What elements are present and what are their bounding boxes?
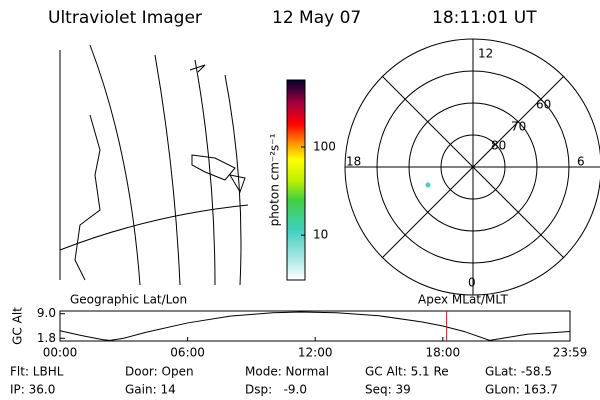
- mlt-label: 0: [468, 276, 476, 290]
- status-field: Door: Open: [125, 365, 194, 379]
- x-tick-label: 18:00: [426, 346, 461, 360]
- map-label: Geographic Lat/Lon: [70, 293, 187, 307]
- colorbar-label: photon cm⁻²s⁻¹: [268, 133, 282, 226]
- title: Ultraviolet Imager: [48, 8, 202, 28]
- status-field: Flt: LBHL: [10, 365, 64, 379]
- x-tick-label: 00:00: [43, 346, 78, 360]
- mlt-label: 6: [577, 155, 585, 169]
- aurora-spot: [425, 182, 431, 188]
- lat-label: 70: [511, 120, 526, 134]
- status-field: Seq: 39: [365, 383, 411, 397]
- date: 12 May 07: [272, 8, 361, 28]
- status-field: IP: 36.0: [10, 383, 55, 397]
- lat-label: 80: [491, 139, 506, 153]
- colorbar-tick-label: 100: [313, 139, 336, 153]
- mlt-label: 12: [478, 47, 493, 61]
- x-tick-label: 12:00: [298, 346, 333, 360]
- polar-grid: [344, 38, 600, 296]
- lat-label: 60: [536, 98, 551, 112]
- status-field: GLon: 163.7: [485, 383, 558, 397]
- time: 18:11:01 UT: [432, 8, 537, 28]
- y-tick-label: 9.0: [37, 306, 56, 320]
- colorbar: [286, 79, 306, 281]
- y-tick-label: 1.8: [37, 331, 56, 345]
- status-field: GC Alt: 5.1 Re: [365, 365, 449, 379]
- plot-frame: [59, 310, 571, 342]
- status-field: Mode: Normal: [245, 365, 329, 379]
- status-field: Gain: 14: [125, 383, 176, 397]
- colorbar-tick-label: 10: [313, 228, 328, 242]
- y-label: GC Alt: [11, 307, 25, 345]
- mlt-label: 18: [346, 155, 361, 169]
- status-field: GLat: -58.5: [485, 365, 552, 379]
- status-field: Dsp: -9.0: [245, 383, 307, 397]
- line: [59, 311, 571, 341]
- x-tick-label: 23:59: [553, 346, 588, 360]
- map: [59, 44, 249, 286]
- x-tick-label: 06:00: [170, 346, 205, 360]
- polar-label: Apex MLat/MLT: [418, 293, 508, 307]
